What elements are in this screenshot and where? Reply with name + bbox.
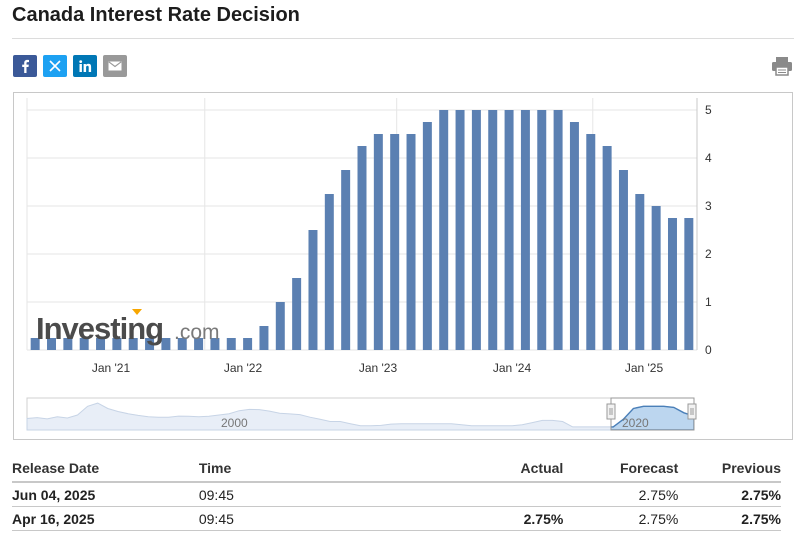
table-header-row: Release Date Time Actual Forecast Previo…: [12, 455, 781, 483]
bar: [30, 338, 40, 350]
bar: [602, 146, 612, 350]
forecast-cell: 2.75%: [563, 506, 679, 531]
printer-icon: [772, 57, 792, 76]
bar: [177, 338, 187, 350]
x-axis-labels: Jan '21 Jan '22 Jan '23 Jan '24 Jan '25: [92, 361, 664, 375]
header-forecast[interactable]: Forecast: [563, 455, 679, 483]
bar: [618, 170, 628, 350]
navigator-series-area: [26, 402, 695, 431]
bar: [259, 326, 269, 350]
watermark-brand: Investing: [36, 311, 163, 346]
linkedin-share-button[interactable]: [73, 55, 97, 77]
linkedin-icon: [78, 60, 91, 72]
y-tick-label: 1: [705, 295, 712, 309]
y-tick-label: 2: [705, 247, 712, 261]
navigator-handle[interactable]: [606, 403, 616, 420]
bar: [47, 338, 57, 350]
bar: [210, 338, 220, 350]
navigator-selected-series: [611, 405, 694, 430]
bar: [128, 338, 138, 350]
y-tick-label: 5: [705, 103, 712, 117]
mail-icon: [108, 61, 122, 71]
header-actual[interactable]: Actual: [445, 455, 564, 483]
watermark-accent: [132, 309, 142, 315]
facebook-share-button[interactable]: [13, 55, 37, 77]
table-row: Apr 16, 2025 09:45 2.75% 2.75% 2.75%: [12, 506, 781, 531]
bar: [243, 338, 253, 350]
bar: [145, 338, 155, 350]
x-tick-label: Jan '23: [359, 361, 398, 375]
previous-cell: 2.75%: [678, 482, 781, 507]
bar: [569, 122, 579, 350]
bar: [390, 134, 400, 350]
bar: [275, 302, 285, 350]
bar: [96, 338, 106, 350]
x-share-button[interactable]: [43, 55, 67, 77]
bar: [357, 146, 367, 350]
watermark-logo: Investing .com: [36, 309, 220, 346]
bar: [520, 110, 530, 350]
bar: [194, 338, 204, 350]
bar: [373, 134, 383, 350]
bar: [112, 338, 122, 350]
bar: [684, 218, 694, 350]
facebook-icon: [22, 59, 29, 73]
x-icon: [49, 60, 61, 72]
x-tick-label: Jan '25: [625, 361, 664, 375]
bar: [553, 110, 563, 350]
release-date-cell: Jun 04, 2025: [12, 482, 199, 507]
bar: [537, 110, 547, 350]
email-share-button[interactable]: [103, 55, 127, 77]
bar: [651, 206, 661, 350]
header-time[interactable]: Time: [198, 455, 446, 483]
title-divider: [12, 38, 794, 39]
navigator-label: 2020: [622, 416, 649, 430]
header-release-date[interactable]: Release Date: [12, 455, 199, 483]
release-date-cell: Apr 16, 2025: [12, 506, 199, 531]
navigator-label: 2000: [221, 416, 248, 430]
bar: [308, 230, 318, 350]
bar: [292, 278, 302, 350]
y-tick-label: 0: [705, 343, 712, 357]
forecast-cell: 2.75%: [563, 482, 679, 507]
x-tick-label: Jan '24: [493, 361, 532, 375]
bar: [586, 134, 596, 350]
time-cell: 09:45: [198, 482, 446, 507]
bar: [488, 110, 498, 350]
bar: [324, 194, 334, 350]
bar: [406, 134, 416, 350]
bar: [161, 338, 171, 350]
x-tick-label: Jan '22: [224, 361, 263, 375]
bar: [635, 194, 645, 350]
watermark-suffix: .com: [174, 321, 220, 344]
bars: [30, 110, 694, 350]
bar: [226, 338, 236, 350]
bar: [667, 218, 677, 350]
actual-cell: [445, 482, 564, 507]
bar: [471, 110, 481, 350]
y-tick-label: 3: [705, 199, 712, 213]
y-axis-labels: 0 1 2 3 4 5: [705, 103, 712, 357]
bar: [63, 338, 73, 350]
y-tick-label: 4: [705, 151, 712, 165]
range-navigator[interactable]: 2000 2020: [26, 397, 697, 431]
previous-cell: 2.75%: [678, 506, 781, 531]
release-table: Release Date Time Actual Forecast Previo…: [12, 455, 781, 531]
table-row: Jun 04, 2025 09:45 2.75% 2.75%: [12, 482, 781, 507]
bar: [422, 122, 432, 350]
bar: [504, 110, 514, 350]
bar: [341, 170, 351, 350]
page-title: Canada Interest Rate Decision: [12, 4, 300, 26]
print-button[interactable]: [771, 56, 793, 76]
navigator-handle[interactable]: [687, 403, 697, 420]
bar: [455, 110, 465, 350]
time-cell: 09:45: [198, 506, 446, 531]
actual-cell: 2.75%: [445, 506, 564, 531]
x-tick-label: Jan '21: [92, 361, 131, 375]
bar: [439, 110, 449, 350]
header-previous[interactable]: Previous: [678, 455, 781, 483]
bar: [79, 338, 89, 350]
